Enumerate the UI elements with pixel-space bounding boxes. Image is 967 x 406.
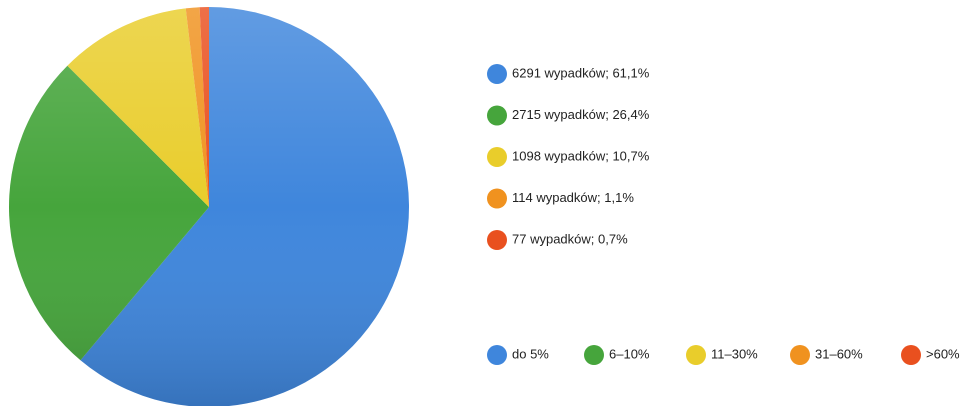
legend-swatch <box>790 345 810 365</box>
legend-swatch <box>487 147 507 167</box>
legend-swatch <box>487 64 507 84</box>
value-label: 77 wypadków; 0,7% <box>512 231 628 246</box>
legend: 6291 wypadków; 61,1% 2715 wypadków; 26,4%… <box>487 64 960 365</box>
legend-swatch <box>901 345 921 365</box>
legend-label: 6–10% <box>609 346 650 361</box>
legend-swatch <box>487 188 507 209</box>
legend-swatch <box>487 345 507 365</box>
legend-swatch <box>584 345 604 365</box>
legend-label: do 5% <box>512 346 549 361</box>
value-label: 2715 wypadków; 26,4% <box>512 107 650 122</box>
legend-label: 11–30% <box>711 346 758 361</box>
pie <box>9 7 410 406</box>
legend-swatch <box>686 345 706 365</box>
legend-swatch <box>487 230 507 250</box>
legend-label: >60% <box>926 346 960 361</box>
legend-label: 31–60% <box>815 346 863 361</box>
value-label: 6291 wypadków; 61,1% <box>512 65 650 80</box>
legend-swatch <box>487 105 507 126</box>
value-label: 1098 wypadków; 10,7% <box>512 148 650 163</box>
value-label: 114 wypadków; 1,1% <box>512 190 634 205</box>
